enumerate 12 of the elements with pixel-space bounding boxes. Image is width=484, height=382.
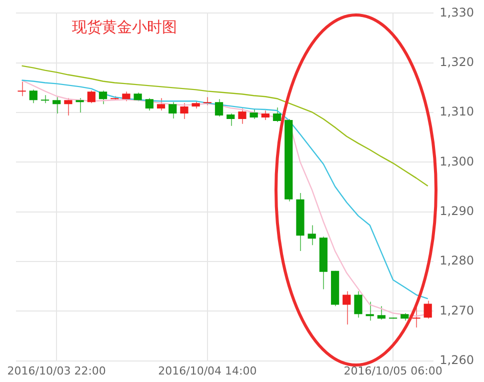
chart-title: 现货黄金小时图 xyxy=(72,18,177,36)
x-tick-label: 2016/10/04 14:00 xyxy=(158,364,257,378)
y-tick-label: 1,260 xyxy=(440,352,474,367)
y-tick-label: 1,290 xyxy=(440,204,474,218)
y-tick-label: 1,270 xyxy=(440,303,474,318)
y-tick-label: 1,330 xyxy=(440,5,474,20)
y-tick-label: 1,300 xyxy=(440,154,474,168)
x-tick-label: 2016/10/05 06:00 xyxy=(344,364,442,378)
y-tick-label: 1,280 xyxy=(440,254,474,268)
y-tick-label: 1,310 xyxy=(440,104,474,119)
x-tick-label: 2016/10/03 22:00 xyxy=(7,364,106,378)
y-tick-label: 1,320 xyxy=(440,54,474,69)
